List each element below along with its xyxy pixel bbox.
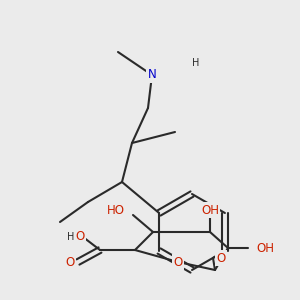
Text: OH: OH xyxy=(201,203,219,217)
Text: O: O xyxy=(173,256,183,268)
Text: OH: OH xyxy=(256,242,274,254)
Text: O: O xyxy=(65,256,75,268)
Text: N: N xyxy=(148,68,156,82)
Text: H: H xyxy=(67,232,75,242)
Text: H: H xyxy=(192,58,200,68)
Text: O: O xyxy=(75,230,85,244)
Text: O: O xyxy=(216,251,226,265)
Text: HO: HO xyxy=(107,203,125,217)
